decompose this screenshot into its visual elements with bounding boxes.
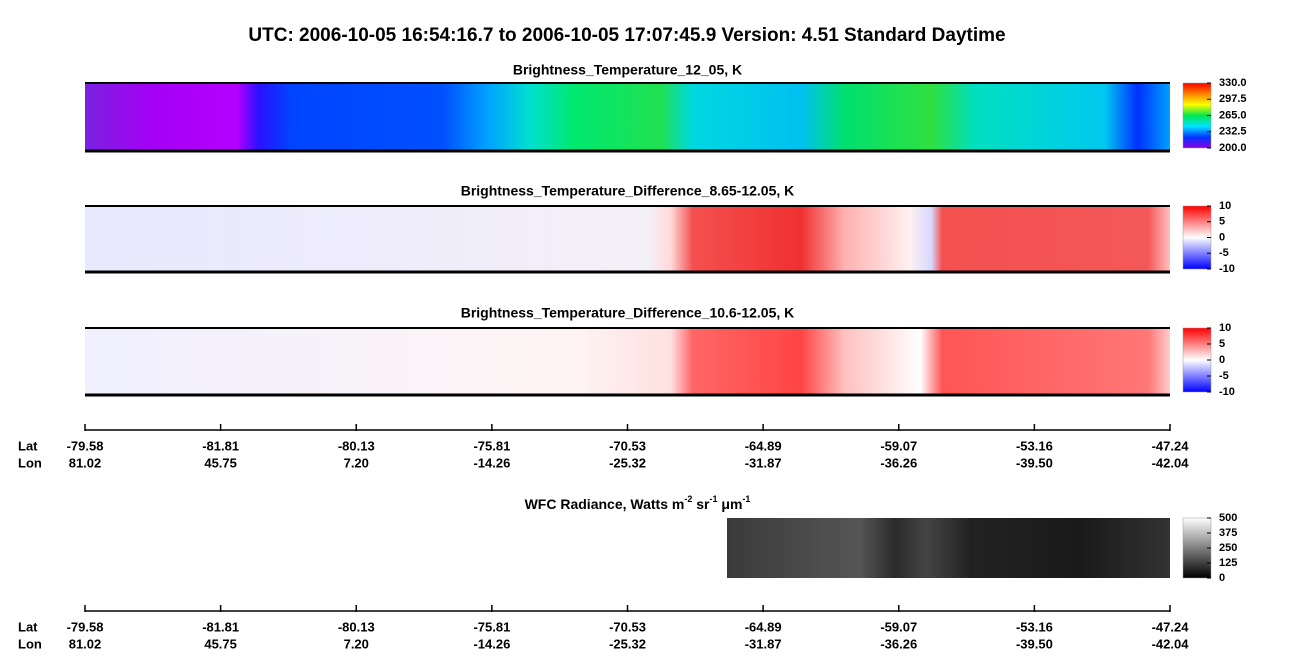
colorbar bbox=[1182, 517, 1212, 579]
lat-label: -53.16 bbox=[1016, 438, 1053, 453]
colorbar-tick-label: -10 bbox=[1219, 263, 1235, 275]
axis-row-label: Lat bbox=[18, 619, 38, 634]
panel-title: Brightness_Temperature_12_05, K bbox=[513, 62, 742, 78]
lon-label: 7.20 bbox=[344, 636, 369, 651]
lat-label: -64.89 bbox=[745, 619, 782, 634]
lon-label: -31.87 bbox=[745, 455, 782, 470]
colorbar-tick-label: 265.0 bbox=[1219, 109, 1247, 121]
title-part: -1 bbox=[742, 494, 750, 504]
title-part: sr bbox=[692, 496, 710, 512]
lon-label: -39.50 bbox=[1016, 455, 1053, 470]
axis-row-label: Lon bbox=[18, 455, 42, 470]
lat-label: -59.07 bbox=[880, 619, 917, 634]
colorbar bbox=[1182, 205, 1212, 270]
lat-label: -47.24 bbox=[1152, 619, 1190, 634]
lon-label: 81.02 bbox=[69, 636, 102, 651]
lat-label: -79.58 bbox=[67, 438, 104, 453]
lon-label: 81.02 bbox=[69, 455, 102, 470]
lon-label: -14.26 bbox=[473, 636, 510, 651]
colorbar-tick-label: 500 bbox=[1219, 512, 1237, 524]
lat-label: -80.13 bbox=[338, 619, 375, 634]
colorbar-tick-label: 10 bbox=[1219, 322, 1231, 334]
lat-label: -64.89 bbox=[745, 438, 782, 453]
page-title: UTC: 2006-10-05 16:54:16.7 to 2006-10-05… bbox=[248, 25, 1005, 46]
colorbar-tick-label: 297.5 bbox=[1219, 93, 1247, 105]
lon-label: -25.32 bbox=[609, 455, 646, 470]
colorbar-tick-label: 330.0 bbox=[1219, 77, 1247, 89]
lon-label: -36.26 bbox=[880, 455, 917, 470]
colorbar-tick-label: 200.0 bbox=[1219, 142, 1247, 154]
colorbar-tick-label: -5 bbox=[1219, 370, 1229, 382]
colorbar-tick-label: 232.5 bbox=[1219, 126, 1247, 138]
lon-label: -14.26 bbox=[473, 455, 510, 470]
panel-title: Brightness_Temperature_Difference_10.6-1… bbox=[461, 305, 795, 321]
lat-label: -81.81 bbox=[202, 438, 239, 453]
lat-label: -80.13 bbox=[338, 438, 375, 453]
heatmap-image bbox=[85, 206, 1170, 272]
colorbar-tick-label: 250 bbox=[1219, 542, 1237, 554]
lon-label: -39.50 bbox=[1016, 636, 1053, 651]
lon-label: -25.32 bbox=[609, 636, 646, 651]
title-part: -2 bbox=[684, 494, 692, 504]
colorbar-tick-label: -5 bbox=[1219, 247, 1229, 259]
lon-label: -42.04 bbox=[1152, 636, 1190, 651]
lat-label: -59.07 bbox=[880, 438, 917, 453]
colorbar-tick-label: 125 bbox=[1219, 557, 1237, 569]
colorbar-tick-label: 5 bbox=[1219, 338, 1225, 350]
lon-label: -36.26 bbox=[880, 636, 917, 651]
lat-label: -81.81 bbox=[202, 619, 239, 634]
lat-label: -47.24 bbox=[1152, 438, 1190, 453]
colorbar bbox=[1182, 82, 1212, 149]
colorbar-tick-label: 10 bbox=[1219, 200, 1231, 212]
lat-label: -75.81 bbox=[473, 619, 510, 634]
panel-title: Brightness_Temperature_Difference_8.65-1… bbox=[461, 183, 795, 199]
lon-label: -42.04 bbox=[1152, 455, 1190, 470]
lon-label: 45.75 bbox=[204, 455, 237, 470]
colorbar-tick-label: 0 bbox=[1219, 572, 1225, 584]
colorbar-tick-label: 0 bbox=[1219, 231, 1225, 243]
colorbar-tick-label: 375 bbox=[1219, 527, 1237, 539]
title-part: -1 bbox=[709, 494, 717, 504]
lat-label: -53.16 bbox=[1016, 619, 1053, 634]
lon-label: -31.87 bbox=[745, 636, 782, 651]
heatmap-image bbox=[727, 518, 1170, 578]
lon-label: 45.75 bbox=[204, 636, 237, 651]
lat-label: -79.58 bbox=[67, 619, 104, 634]
lat-label: -70.53 bbox=[609, 438, 646, 453]
heatmap-image bbox=[85, 83, 1170, 151]
title-part: μm bbox=[717, 496, 742, 512]
panel-title: WFC Radiance, Watts m-2 sr-1 μm-1 bbox=[525, 494, 751, 511]
colorbar-tick-label: -10 bbox=[1219, 386, 1235, 398]
colorbar-tick-label: 0 bbox=[1219, 354, 1225, 366]
title-part: WFC Radiance, Watts m bbox=[525, 496, 685, 512]
colorbar-tick-label: 5 bbox=[1219, 216, 1225, 228]
lon-label: 7.20 bbox=[344, 455, 369, 470]
lat-label: -70.53 bbox=[609, 619, 646, 634]
heatmap-image bbox=[85, 328, 1170, 395]
colorbar bbox=[1182, 327, 1212, 393]
axis-row-label: Lat bbox=[18, 438, 38, 453]
lat-label: -75.81 bbox=[473, 438, 510, 453]
axis-row-label: Lon bbox=[18, 636, 42, 651]
